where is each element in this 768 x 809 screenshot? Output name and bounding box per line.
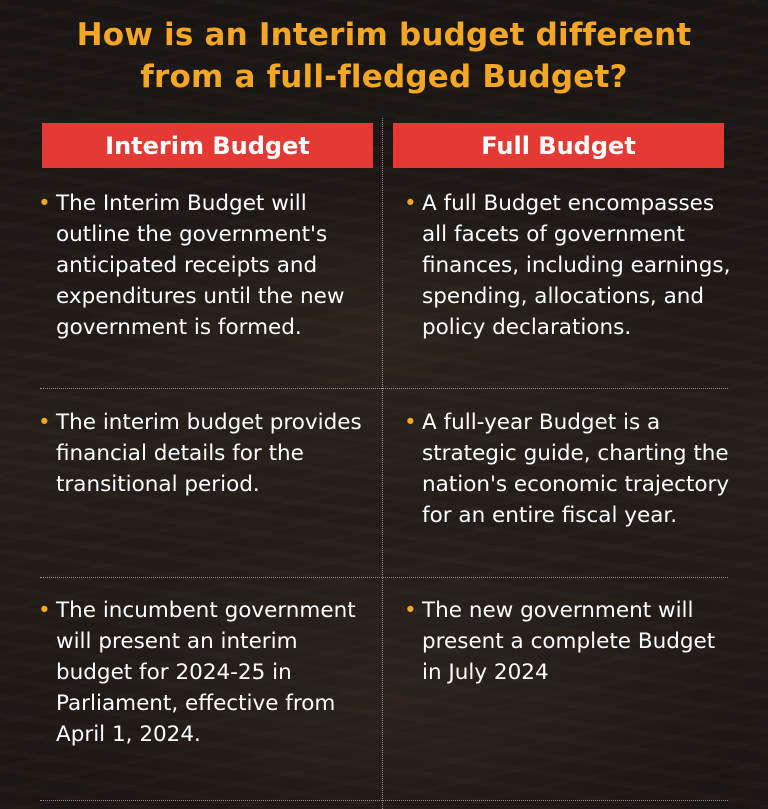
row-divider-1 [40,388,728,389]
bullet-icon: • [404,410,417,435]
page-title: How is an Interim budget different from … [0,14,768,98]
full-budget-header: Full Budget [393,123,724,168]
interim-point-1-text: The Interim Budget will outline the gove… [56,191,345,340]
bullet-icon: • [404,598,417,623]
full-point-2: • A full-year Budget is a strategic guid… [404,407,734,531]
title-line-1: How is an Interim budget different [76,17,692,53]
row-divider-2 [40,577,728,578]
interim-point-1: • The Interim Budget will outline the go… [38,188,373,343]
bullet-icon: • [38,410,51,435]
bullet-icon: • [38,598,51,623]
interim-point-2-text: The interim budget provides financial de… [56,410,362,497]
interim-point-2: • The interim budget provides financial … [38,407,373,500]
full-point-3: • The new government will present a comp… [404,595,734,688]
full-point-1: • A full Budget encompasses all facets o… [404,188,734,343]
bullet-icon: • [404,191,417,216]
full-point-1-text: A full Budget encompasses all facets of … [422,191,731,340]
title-line-2: from a full-fledged Budget? [140,59,628,95]
row-divider-3 [40,800,728,801]
full-point-3-text: The new government will present a comple… [422,598,716,685]
column-divider [382,118,383,809]
interim-point-3: • The incumbent government will present … [38,595,373,750]
full-point-2-text: A full-year Budget is a strategic guide,… [422,410,730,528]
interim-budget-header: Interim Budget [42,123,373,168]
interim-point-3-text: The incumbent government will present an… [56,598,356,747]
bullet-icon: • [38,191,51,216]
